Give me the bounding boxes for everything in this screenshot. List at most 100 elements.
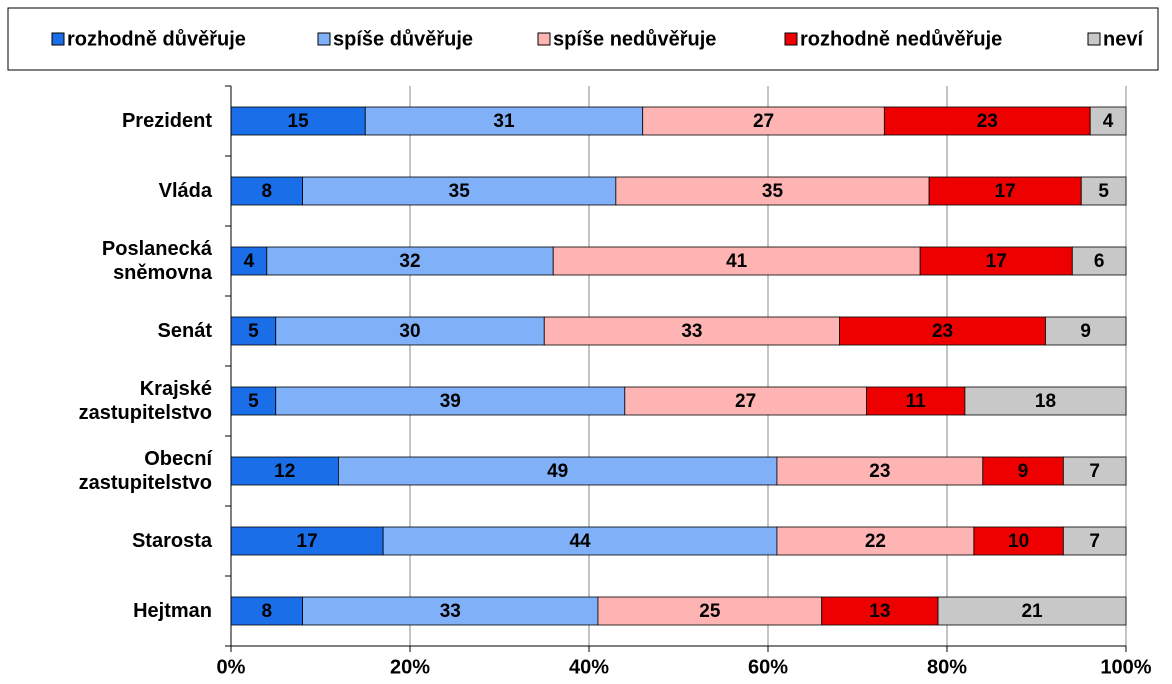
data-label: 25 <box>699 601 721 622</box>
category-label: Obecní zastupitelstvo <box>78 448 212 494</box>
legend-swatch <box>317 32 331 46</box>
bar-segment <box>230 526 384 556</box>
data-label: 4 <box>244 251 255 272</box>
legend-label: spíše důvěřuje <box>333 28 473 50</box>
data-label: 49 <box>547 461 568 482</box>
data-label: 27 <box>735 391 756 412</box>
data-label: 35 <box>449 181 471 202</box>
data-label: 31 <box>493 111 515 132</box>
data-label: 23 <box>932 321 953 342</box>
legend-swatch <box>51 32 65 46</box>
data-label: 7 <box>1089 461 1100 482</box>
legend-swatch <box>1087 32 1101 46</box>
data-label: 10 <box>1008 531 1029 552</box>
bar-segment <box>230 386 277 416</box>
category-label: Krajské zastupitelstvo <box>78 378 212 424</box>
x-tick-label: 20% <box>390 656 430 678</box>
data-label: 41 <box>726 251 748 272</box>
category-label: Poslanecká sněmovna <box>101 238 212 284</box>
data-label: 18 <box>1035 391 1056 412</box>
category-label: Starosta <box>131 530 212 552</box>
bar-segment <box>230 246 268 276</box>
category-label: Senát <box>157 320 212 342</box>
bar-segment <box>624 386 867 416</box>
bar-segment <box>1089 106 1127 136</box>
bar-segment <box>973 526 1064 556</box>
data-label: 27 <box>753 111 774 132</box>
data-label: 4 <box>1103 111 1114 132</box>
bar-segment <box>275 386 626 416</box>
bar-segment <box>230 106 366 136</box>
data-label: 22 <box>865 531 886 552</box>
bar-segment <box>1062 526 1127 556</box>
data-label: 7 <box>1089 531 1100 552</box>
legend-swatch <box>784 32 798 46</box>
legend-label: rozhodně nedůvěřuje <box>800 28 1002 50</box>
bar-segment <box>964 386 1127 416</box>
data-label: 21 <box>1021 601 1043 622</box>
bar-segment <box>302 176 617 206</box>
data-label: 17 <box>995 181 1016 202</box>
bar-segment <box>919 246 1073 276</box>
data-label: 17 <box>986 251 1007 272</box>
bar-segment <box>275 316 545 346</box>
bar-segment <box>821 596 939 626</box>
bar-segment <box>839 316 1046 346</box>
bar-segment <box>776 526 975 556</box>
x-tick-label: 80% <box>927 656 967 678</box>
bar-segment <box>597 596 823 626</box>
bar-segment <box>230 456 339 486</box>
data-label: 5 <box>1098 181 1109 202</box>
bar-segment <box>552 246 921 276</box>
bar-segment <box>382 526 778 556</box>
category-label: Prezident <box>121 110 212 132</box>
legend-label: rozhodně důvěřuje <box>67 28 246 50</box>
bar-segment <box>230 316 277 346</box>
category-label: Vláda <box>158 180 212 202</box>
data-label: 9 <box>1080 321 1091 342</box>
legend-label: neví <box>1103 28 1144 50</box>
data-label: 44 <box>569 531 591 552</box>
data-label: 33 <box>681 321 702 342</box>
data-label: 5 <box>248 321 259 342</box>
bar-segment <box>1080 176 1127 206</box>
data-label: 23 <box>977 111 998 132</box>
bar-segment <box>230 176 303 206</box>
data-label: 17 <box>297 531 318 552</box>
legend-swatch <box>537 32 551 46</box>
bar-segment <box>364 106 644 136</box>
data-label: 8 <box>262 181 273 202</box>
data-label: 30 <box>399 321 420 342</box>
data-label: 5 <box>248 391 259 412</box>
bar-segment <box>615 176 930 206</box>
bar-segment <box>266 246 554 276</box>
data-label: 32 <box>399 251 420 272</box>
bar-segment <box>1045 316 1127 346</box>
data-label: 11 <box>906 391 927 412</box>
data-label: 15 <box>288 111 310 132</box>
x-tick-label: 100% <box>1100 656 1151 678</box>
bar-segment <box>928 176 1082 206</box>
data-label: 12 <box>274 461 295 482</box>
x-tick-label: 40% <box>569 656 609 678</box>
bar-segment <box>1071 246 1127 276</box>
x-tick-label: 0% <box>217 656 246 678</box>
x-tick-label: 60% <box>748 656 788 678</box>
bar-segment <box>982 456 1064 486</box>
legend-label: spíše nedůvěřuje <box>553 28 716 50</box>
bar-segment <box>866 386 966 416</box>
bar-segment <box>230 596 303 626</box>
data-label: 23 <box>869 461 890 482</box>
bar-segment <box>1062 456 1127 486</box>
category-label: Hejtman <box>133 600 212 622</box>
data-label: 8 <box>262 601 273 622</box>
data-label: 35 <box>762 181 784 202</box>
data-label: 6 <box>1094 251 1105 272</box>
data-label: 9 <box>1018 461 1029 482</box>
data-label: 13 <box>869 601 890 622</box>
bar-segment <box>302 596 599 626</box>
bar-segment <box>937 596 1127 626</box>
data-label: 39 <box>440 391 461 412</box>
